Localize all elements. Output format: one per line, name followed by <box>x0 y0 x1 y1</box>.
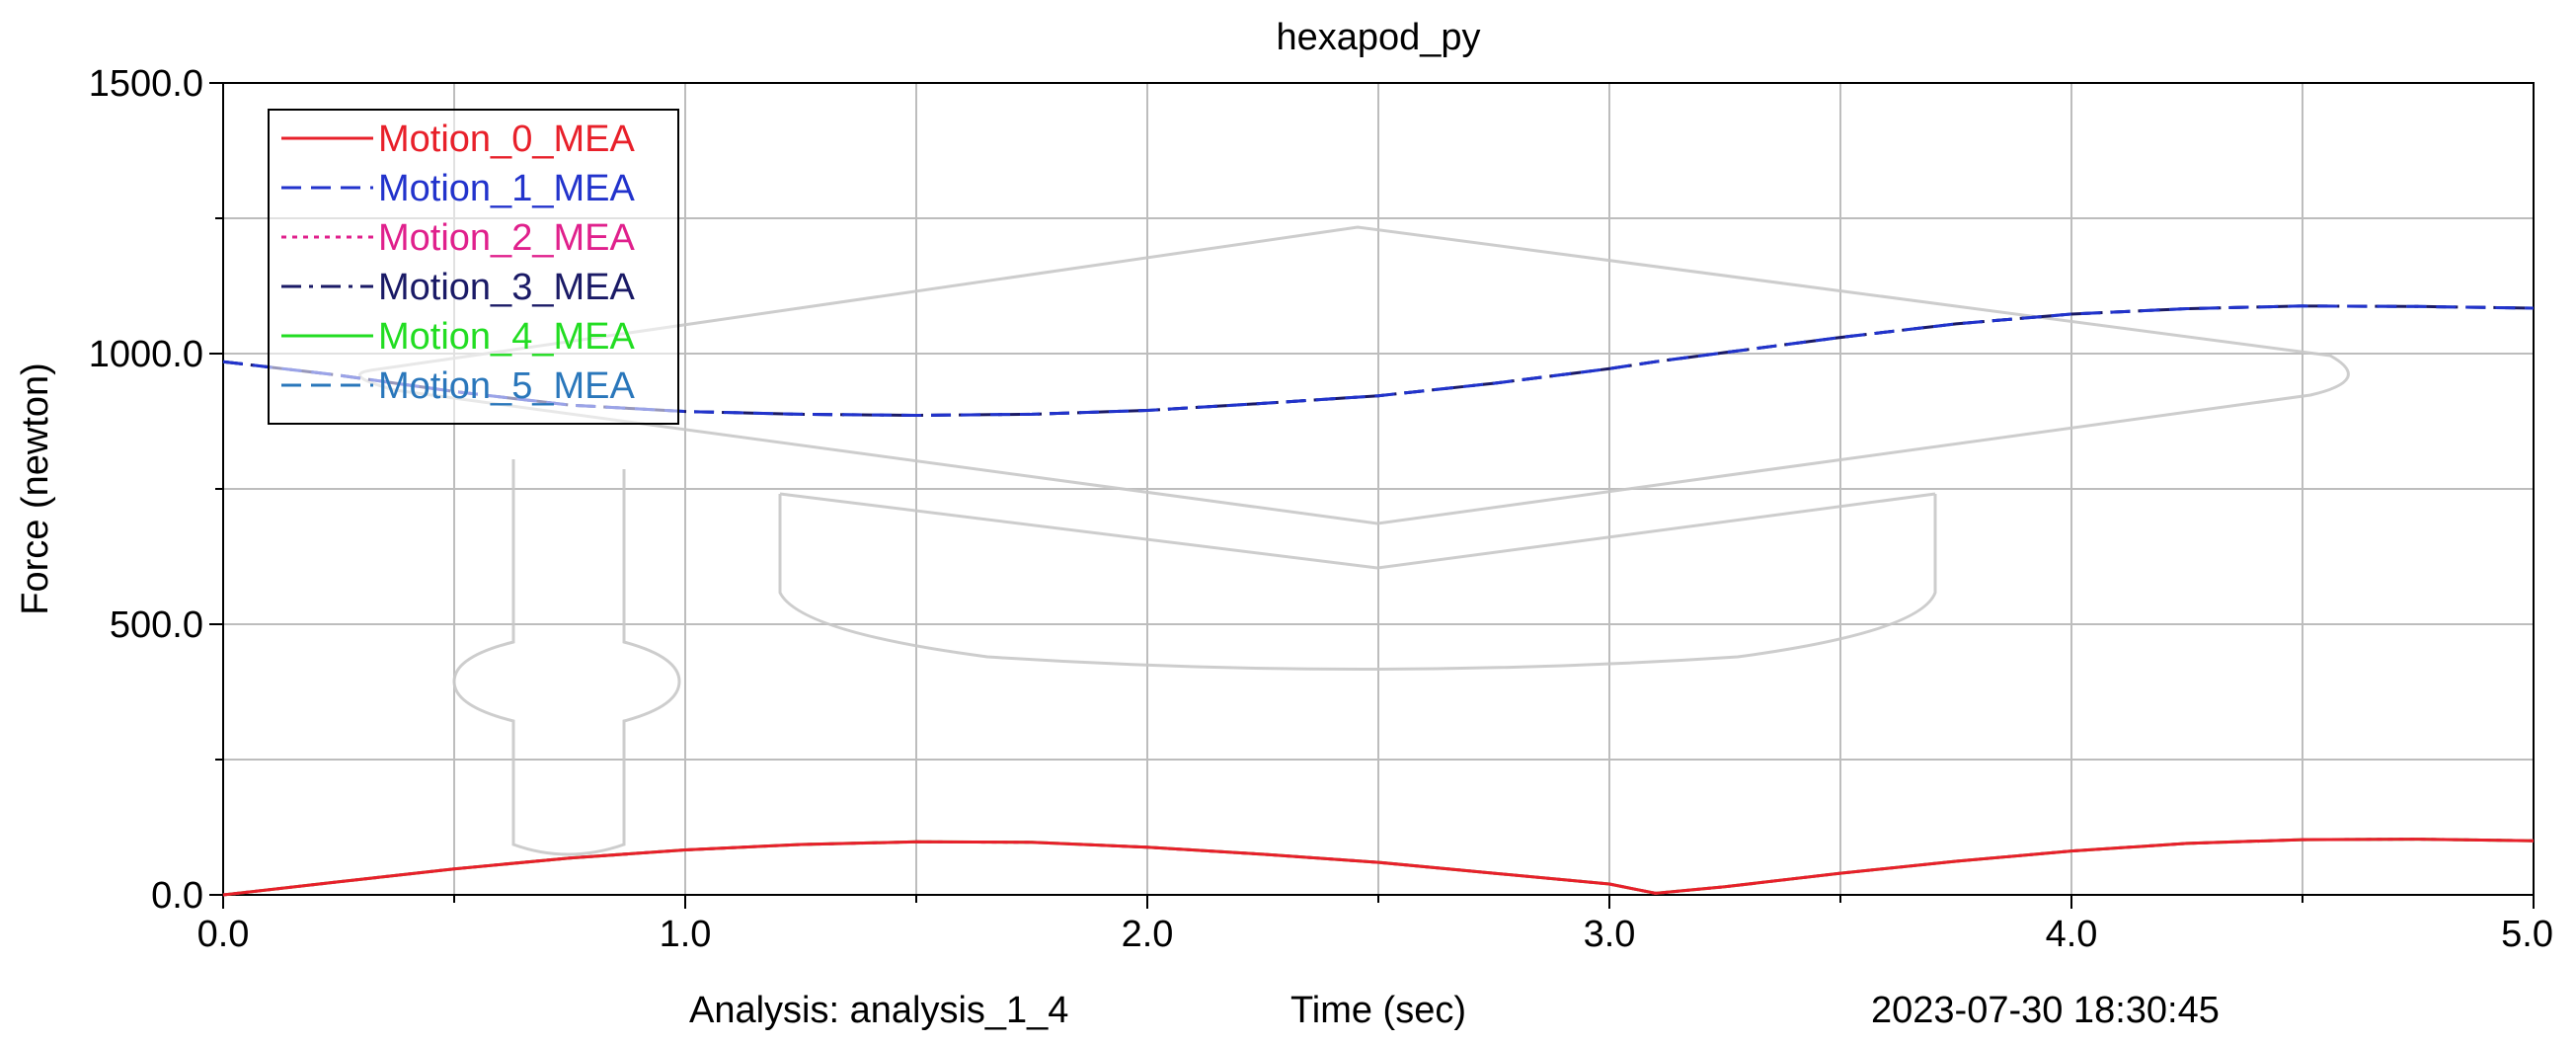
y-tick-label: 1500.0 <box>89 63 203 105</box>
y-tick-label: 1000.0 <box>89 334 203 375</box>
series-line-Motion_0_MEA <box>222 838 2535 897</box>
y-tick-label: 0.0 <box>151 875 203 917</box>
legend-label: Motion_4_MEA <box>378 316 635 358</box>
legend-label: Motion_0_MEA <box>378 119 635 160</box>
footer-timestamp: 2023-07-30 18:30:45 <box>1871 990 2220 1031</box>
x-tick-label: 3.0 <box>1584 914 1636 955</box>
legend-label: Motion_1_MEA <box>378 168 635 209</box>
series-line-Motion_1_MEA <box>222 304 2535 417</box>
y-axis-label: Force (newton) <box>15 362 56 615</box>
legend: Motion_0_MEA Motion_1_MEA Motion_2_MEA Moti… <box>268 109 679 425</box>
x-tick-label: 4.0 <box>2046 914 2098 955</box>
y-tick-labels: 0.0 500.0 1000.0 1500.0 <box>89 63 203 917</box>
x-tick-label: 2.0 <box>1122 914 1174 955</box>
legend-label: Motion_5_MEA <box>378 365 635 407</box>
chart-title: hexapod_py <box>1276 17 1480 58</box>
axis-ticks <box>209 82 2535 909</box>
footer-analysis: Analysis: analysis_1_4 <box>689 990 1068 1031</box>
x-tick-label: 1.0 <box>660 914 712 955</box>
legend-box <box>268 109 679 425</box>
legend-label: Motion_2_MEA <box>378 217 635 259</box>
x-tick-label: 5.0 <box>2501 914 2553 955</box>
legend-items: Motion_0_MEA Motion_1_MEA Motion_2_MEA Moti… <box>281 119 635 407</box>
y-tick-label: 500.0 <box>110 604 203 646</box>
x-axis-label: Time (sec) <box>1290 990 1466 1031</box>
x-tick-label: 0.0 <box>197 914 250 955</box>
legend-label: Motion_3_MEA <box>378 267 635 308</box>
x-tick-labels: 0.0 1.0 2.0 3.0 4.0 5.0 <box>197 914 2553 955</box>
